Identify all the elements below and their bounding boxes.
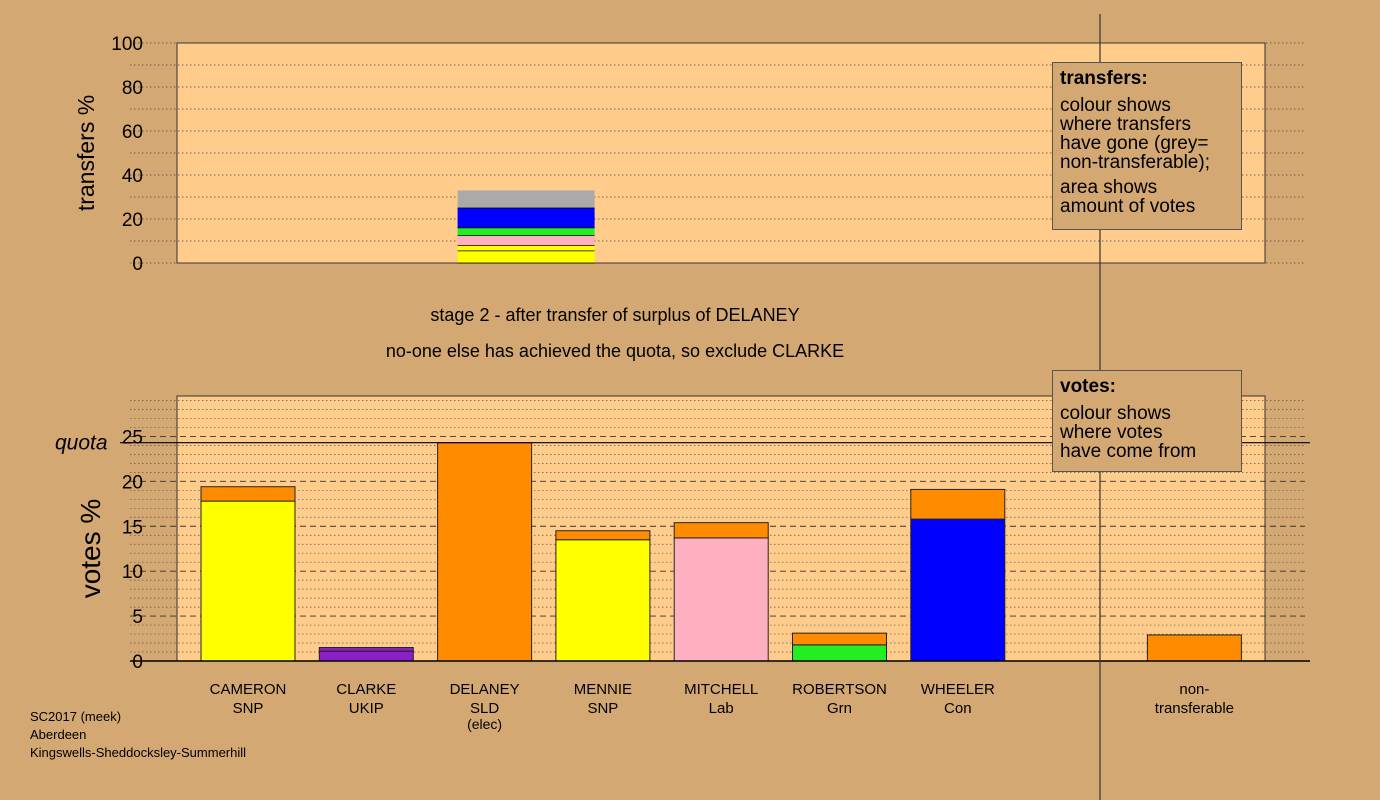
category-party-label: transferable — [1155, 700, 1234, 717]
vote-bar-segment — [555, 530, 651, 541]
votes-legend-line: colour shows — [1060, 403, 1171, 424]
vote-bar-segment — [318, 647, 414, 652]
vote-bar-segment — [673, 522, 769, 539]
footer-council: Aberdeen — [30, 727, 87, 742]
votes-legend-line: have come from — [1060, 441, 1197, 462]
votes-tick-label: 10 — [122, 562, 143, 583]
transfers-axis-title: transfers % — [73, 95, 99, 211]
transfers-legend-line: amount of votes — [1060, 196, 1196, 217]
transfer-segment — [457, 227, 595, 236]
category-party-label: Con — [944, 700, 972, 717]
transfers-tick-label: 0 — [132, 254, 143, 275]
transfers-legend-line: colour shows — [1060, 95, 1171, 116]
transfers-legend-line: where transfers — [1060, 114, 1191, 135]
votes-legend-title: votes: — [1060, 376, 1116, 397]
category-party-label: SNP — [587, 700, 618, 717]
transfers-legend: transfers: colour shows where transfers … — [1052, 62, 1242, 230]
category-name-label: MITCHELL — [684, 681, 758, 698]
vote-bar-segment — [792, 632, 887, 646]
stage-caption: stage 2 - after transfer of surplus of D… — [430, 305, 800, 325]
vote-bar-segment — [910, 518, 1006, 662]
category-party-label: SLD — [470, 700, 499, 717]
votes-tick-label: 25 — [122, 427, 143, 448]
votes-axis-title: votes % — [75, 499, 106, 599]
votes-legend-line: where votes — [1060, 422, 1163, 443]
quota-label: quota — [55, 432, 108, 455]
transfer-segment — [457, 245, 595, 251]
transfers-tick-label: 60 — [122, 122, 143, 143]
vote-bar-segment — [437, 442, 533, 662]
vote-bar-segment — [910, 488, 1006, 520]
transfers-legend-line: non-transferable); — [1060, 152, 1210, 173]
category-party-label: SNP — [233, 700, 264, 717]
transfer-segment — [457, 208, 595, 228]
category-name-label: ROBERTSON — [792, 681, 887, 698]
category-party-label: Lab — [709, 700, 734, 717]
vote-bar-segment — [200, 486, 296, 502]
transfer-segment — [457, 190, 595, 208]
footer-method: SC2017 (meek) — [30, 709, 122, 724]
category-name-label: DELANEY — [450, 681, 520, 698]
transfers-legend-line: area shows — [1060, 177, 1158, 198]
transfers-legend-title: transfers: — [1060, 68, 1148, 89]
transfers-tick-label: 80 — [122, 78, 143, 99]
vote-bar-segment — [555, 539, 651, 662]
category-name-label: non- — [1179, 681, 1209, 698]
category-note-label: (elec) — [467, 716, 502, 732]
category-name-label: CLARKE — [336, 681, 396, 698]
action-caption: no-one else has achieved the quota, so e… — [385, 341, 845, 361]
vote-bar-segment — [1146, 634, 1242, 662]
footer-ward: Kingswells-Sheddocksley-Summerhill — [30, 745, 247, 760]
category-name-label: CAMERON — [210, 681, 287, 698]
transfers-tick-label: 40 — [122, 166, 143, 187]
votes-legend: votes: colour shows where votes have com… — [1052, 370, 1242, 472]
transfer-segment — [457, 235, 595, 246]
transfers-legend-line: have gone (grey= — [1060, 133, 1209, 154]
vote-bar-segment — [792, 644, 887, 662]
vote-bar-segment — [200, 500, 296, 662]
category-name-label: MENNIE — [574, 681, 632, 698]
transfers-tick-label: 20 — [122, 210, 143, 231]
category-party-label: UKIP — [349, 700, 384, 717]
vote-bar-segment — [318, 650, 414, 662]
votes-tick-label: 20 — [122, 472, 143, 493]
category-name-label: WHEELER — [921, 681, 995, 698]
votes-tick-label: 5 — [132, 607, 143, 628]
votes-tick-label: 0 — [132, 652, 143, 673]
transfer-segment — [457, 250, 595, 263]
category-party-label: Grn — [827, 700, 852, 717]
votes-tick-label: 15 — [122, 517, 143, 538]
transfers-tick-label: 100 — [111, 34, 143, 55]
vote-bar-segment — [673, 537, 769, 662]
